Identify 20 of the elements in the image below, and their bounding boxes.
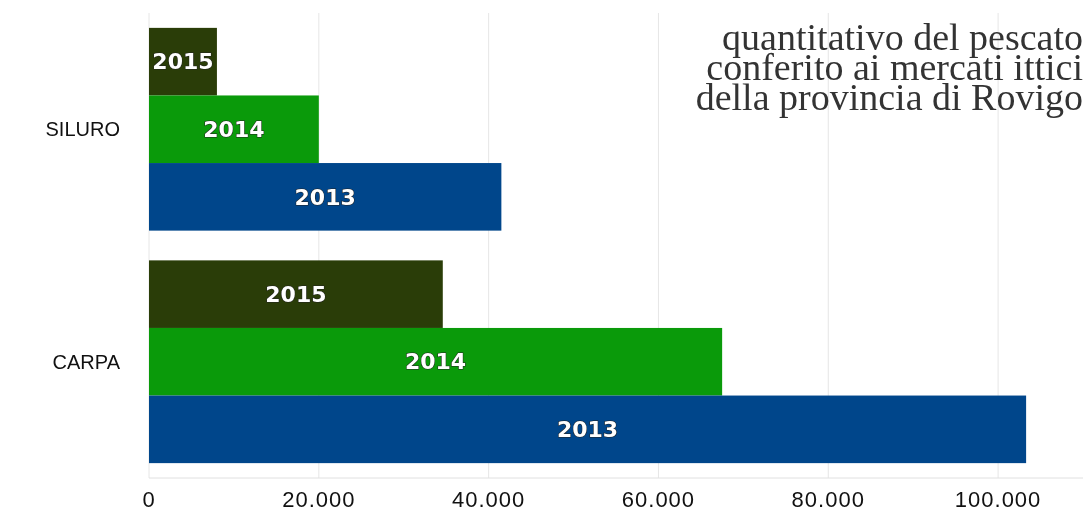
bar [149, 95, 319, 164]
series-label: 2015 [152, 49, 214, 75]
text: 2013 [294, 184, 356, 210]
y-tick-label: SILURO [45, 118, 120, 141]
x-tick-label: 80.000 [791, 487, 865, 512]
series-label: 2013 [556, 417, 619, 443]
y-tick-label: CARPA [52, 350, 121, 373]
bar [149, 163, 502, 231]
x-tick-label: 60.000 [621, 487, 696, 512]
bar [149, 395, 1027, 464]
bar [149, 327, 723, 396]
text: 2015 [265, 281, 327, 307]
series-label: 2014 [203, 116, 265, 142]
text: quantitativo del pescato conferito ai mercati ittici della provincia di Rovigo [695, 16, 1083, 118]
text: 2014 [404, 349, 467, 375]
x-tick-label: 40.000 [451, 487, 526, 512]
x-tick-label: 20.000 [282, 487, 356, 512]
bar [149, 260, 443, 328]
x-tick-label: 0 [142, 487, 156, 512]
x-tick-label: 100.000 [954, 487, 1042, 512]
